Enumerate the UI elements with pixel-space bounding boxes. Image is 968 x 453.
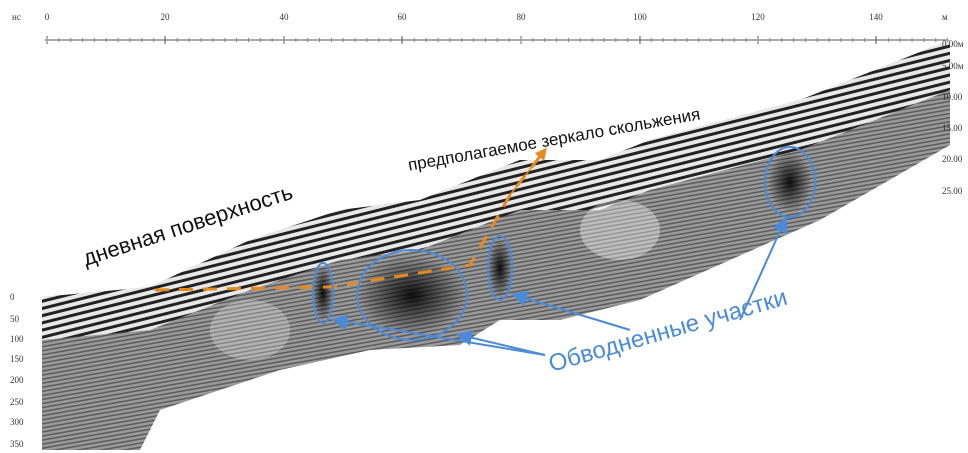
- left-axis-label: 200: [10, 375, 24, 385]
- right-axis-label: 25.00: [942, 186, 963, 196]
- distance-unit: м: [942, 12, 948, 22]
- top-axis-label: 80: [517, 12, 527, 22]
- top-axis-label: 40: [280, 12, 290, 22]
- right-axis-label: 10.00: [942, 92, 963, 102]
- left-axis-label: 0: [10, 292, 15, 302]
- radargram-figure: нс м дневная поверхность предполагаемое …: [0, 0, 968, 453]
- left-axis-label: 250: [10, 397, 24, 407]
- right-axis-label: 0.00м: [942, 39, 964, 49]
- right-axis-label: 20.00: [942, 154, 963, 164]
- left-axis-label: 350: [10, 439, 24, 449]
- left-axis-label: 100: [10, 334, 24, 344]
- top-axis-label: 100: [633, 12, 647, 22]
- time-unit: нс: [12, 12, 21, 22]
- left-axis-label: 300: [10, 417, 24, 427]
- left-axis-label: 50: [10, 314, 20, 324]
- radargram: [42, 40, 950, 450]
- top-axis-label: 120: [751, 12, 765, 22]
- right-axis-label: 5.00м: [942, 61, 964, 71]
- top-axis-label: 20: [161, 12, 171, 22]
- top-axis-label: 140: [869, 12, 883, 22]
- top-axis-label: 0: [45, 12, 50, 22]
- top-axis-label: 60: [398, 12, 408, 22]
- left-axis-label: 150: [10, 354, 24, 364]
- right-axis-label: 15.00: [942, 123, 963, 133]
